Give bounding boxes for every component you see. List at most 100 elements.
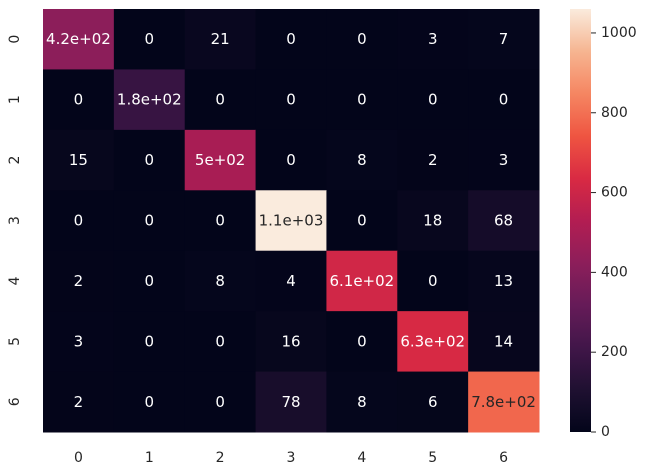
- cell-value-r6-c0: 2: [74, 393, 84, 411]
- heatmap-cell-r6-c3: [255, 371, 327, 433]
- x-tick-label-3: 3: [287, 450, 296, 466]
- colorbar: [570, 9, 591, 432]
- x-tick-label-2: 2: [216, 450, 225, 466]
- cell-value-r5-c5: 6.3e+02: [400, 332, 465, 350]
- heatmap-cell-labels: 4.2e+02 0 21 0 0 3 7 0 1.8e+02 0 0 0 0 0 15 0 5e+02 0 8 2 3 0…: [46, 30, 536, 411]
- heatmap-cell-r1-c6: [468, 69, 540, 131]
- x-tick-label-5: 5: [428, 450, 437, 466]
- y-axis-ticks: 0 1 2 3 4 5 6: [7, 35, 23, 406]
- y-tick-label-2: 2: [7, 156, 23, 165]
- heatmap-cell-r3-c2: [184, 190, 257, 252]
- heatmap-cell-r0-c2: [184, 9, 257, 70]
- cell-value-r2-c1: 0: [145, 151, 155, 169]
- cell-value-r1-c1: 1.8e+02: [117, 91, 182, 109]
- cell-value-r6-c5: 6: [428, 393, 438, 411]
- colorbar-tick-label-0: 0: [601, 424, 610, 440]
- cell-value-r6-c6: 7.8e+02: [471, 393, 536, 411]
- cell-value-r4-c3: 4: [286, 272, 296, 290]
- heatmap-cell-r6-c1: [113, 371, 186, 433]
- heatmap-cell-r4-c1: [113, 250, 186, 312]
- cell-value-r4-c5: 0: [428, 272, 438, 290]
- heatmap-cell-r3-c4: [326, 190, 398, 252]
- heatmap-cell-r3-c1: [113, 190, 186, 252]
- cell-value-r3-c4: 0: [357, 212, 367, 230]
- cell-value-r6-c1: 0: [145, 393, 155, 411]
- heatmap-cell-r3-c3: [255, 190, 327, 252]
- colorbar-tick-label-200: 200: [601, 344, 628, 360]
- cell-value-r4-c2: 8: [215, 272, 225, 290]
- cell-value-r4-c6: 13: [494, 272, 513, 290]
- heatmap-cell-r4-c5: [397, 250, 469, 312]
- heatmap-cell-r0-c6: [468, 9, 540, 70]
- cell-value-r2-c6: 3: [499, 151, 509, 169]
- cell-value-r1-c5: 0: [428, 91, 438, 109]
- y-tick-label-3: 3: [7, 216, 23, 225]
- cell-value-r1-c6: 0: [499, 91, 509, 109]
- x-tick-label-1: 1: [145, 450, 154, 466]
- cell-value-r3-c3: 1.1e+03: [259, 212, 324, 230]
- heatmap-cell-r6-c2: [184, 371, 257, 433]
- heatmap-cell-r6-c5: [397, 371, 469, 433]
- heatmap-cell-r4-c0: [43, 250, 115, 312]
- heatmap-cell-r0-c4: [326, 9, 398, 70]
- cell-value-r5-c2: 0: [215, 332, 225, 350]
- heatmap-cell-r6-c0: [43, 371, 115, 433]
- heatmap-cell-r3-c6: [468, 190, 540, 252]
- cell-value-r3-c2: 0: [215, 212, 225, 230]
- heatmap-cell-r5-c1: [113, 311, 186, 373]
- cell-value-r1-c0: 0: [74, 91, 84, 109]
- y-tick-label-6: 6: [7, 397, 23, 406]
- cell-value-r5-c0: 3: [74, 332, 84, 350]
- heatmap-cell-r3-c5: [397, 190, 469, 252]
- heatmap-cell-r5-c3: [255, 311, 327, 373]
- y-tick-label-4: 4: [7, 276, 23, 285]
- heatmap-cell-r2-c2: [184, 129, 257, 191]
- heatmap-cell-r0-c0: [43, 9, 115, 70]
- colorbar-tick-label-1000: 1000: [601, 25, 637, 41]
- cell-value-r4-c1: 0: [145, 272, 155, 290]
- heatmap-cell-r2-c1: [113, 129, 186, 191]
- cell-value-r1-c2: 0: [215, 91, 225, 109]
- cell-value-r3-c1: 0: [145, 212, 155, 230]
- heatmap-cell-r5-c4: [326, 311, 398, 373]
- heatmap-cell-r1-c2: [184, 69, 257, 131]
- heatmap-cell-r5-c5: [397, 311, 469, 373]
- y-tick-label-0: 0: [7, 35, 23, 44]
- heatmap-cell-r6-c4: [326, 371, 398, 433]
- cell-value-r5-c3: 16: [281, 332, 300, 350]
- cell-value-r3-c0: 0: [74, 212, 84, 230]
- heatmap-cell-r2-c6: [468, 129, 540, 191]
- heatmap-cell-r5-c6: [468, 311, 540, 373]
- cell-value-r1-c3: 0: [286, 91, 296, 109]
- heatmap-cell-r4-c6: [468, 250, 540, 312]
- colorbar-tick-label-800: 800: [601, 105, 628, 121]
- heatmap-cell-r5-c2: [184, 311, 257, 373]
- cell-value-r0-c0: 4.2e+02: [46, 30, 111, 48]
- heatmap-cell-r6-c6: [468, 371, 540, 433]
- cell-value-r5-c6: 14: [494, 332, 513, 350]
- cell-value-r1-c4: 0: [357, 91, 367, 109]
- cell-value-r6-c3: 78: [281, 393, 300, 411]
- x-tick-label-6: 6: [499, 450, 508, 466]
- cell-value-r0-c1: 0: [145, 30, 155, 48]
- cell-value-r0-c3: 0: [286, 30, 296, 48]
- cell-value-r6-c2: 0: [215, 393, 225, 411]
- x-tick-label-0: 0: [74, 450, 83, 466]
- cell-value-r2-c5: 2: [428, 151, 438, 169]
- x-tick-label-4: 4: [357, 450, 366, 466]
- heatmap-cell-r1-c5: [397, 69, 469, 131]
- heatmap-cell-r1-c0: [43, 69, 115, 131]
- cell-value-r0-c6: 7: [499, 30, 509, 48]
- cell-value-r3-c6: 68: [494, 212, 513, 230]
- cell-value-r6-c4: 8: [357, 393, 367, 411]
- cell-value-r2-c0: 15: [69, 151, 88, 169]
- heatmap-cell-r0-c5: [397, 9, 469, 70]
- y-tick-label-1: 1: [7, 95, 23, 104]
- heatmap-cell-r2-c5: [397, 129, 469, 191]
- x-axis-ticks: 0 1 2 3 4 5 6: [74, 450, 508, 466]
- colorbar-tick-label-600: 600: [601, 185, 628, 201]
- heatmap-cell-r1-c4: [326, 69, 398, 131]
- colorbar-ticks: 0 200 400 600 800 1000: [591, 25, 637, 440]
- cell-value-r4-c4: 6.1e+02: [329, 272, 394, 290]
- heatmap-cell-r4-c3: [255, 250, 327, 312]
